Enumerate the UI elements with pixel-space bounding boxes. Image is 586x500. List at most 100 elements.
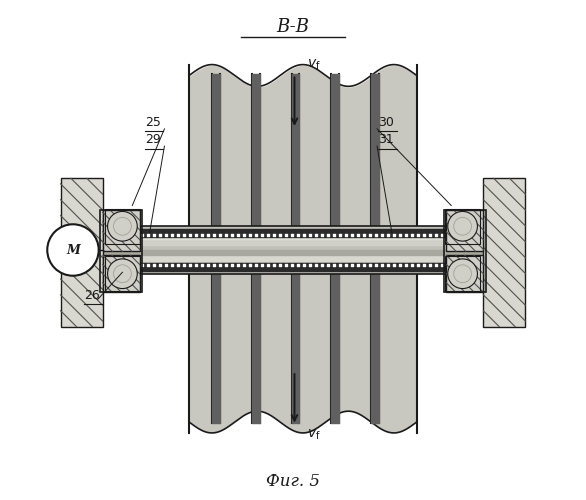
Point <box>239 262 248 270</box>
Point <box>329 230 339 238</box>
Point <box>120 262 129 270</box>
Point <box>192 262 201 270</box>
Point <box>275 230 285 238</box>
Point <box>485 230 495 238</box>
Point <box>179 262 189 270</box>
Point <box>491 262 500 270</box>
Point <box>359 230 369 238</box>
Bar <box>445 256 480 291</box>
Circle shape <box>448 212 478 241</box>
Bar <box>103 210 139 251</box>
Point <box>455 262 464 270</box>
Point <box>461 262 471 270</box>
Point <box>407 230 417 238</box>
Point <box>90 262 99 270</box>
Point <box>503 262 512 270</box>
Point <box>257 262 267 270</box>
Point <box>203 230 213 238</box>
Bar <box>447 210 483 251</box>
Point <box>246 230 255 238</box>
Point <box>96 262 105 270</box>
Point <box>162 230 171 238</box>
Point <box>359 262 369 270</box>
Point <box>185 230 195 238</box>
Point <box>179 230 189 238</box>
Point <box>131 230 141 238</box>
Point <box>383 262 393 270</box>
Point <box>443 230 452 238</box>
Point <box>293 262 302 270</box>
Point <box>383 230 393 238</box>
Text: $v_\mathrm{f}$: $v_\mathrm{f}$ <box>307 58 321 72</box>
Bar <box>86 226 510 274</box>
Point <box>365 262 374 270</box>
Bar <box>189 64 417 433</box>
Point <box>90 230 99 238</box>
Point <box>491 230 500 238</box>
Point <box>101 230 111 238</box>
Text: M: M <box>66 244 80 256</box>
Point <box>287 262 297 270</box>
Circle shape <box>108 259 137 288</box>
Point <box>305 262 315 270</box>
Point <box>401 230 410 238</box>
Point <box>365 230 374 238</box>
Point <box>455 230 464 238</box>
Point <box>395 262 404 270</box>
Point <box>449 262 458 270</box>
Point <box>485 262 495 270</box>
Point <box>473 262 482 270</box>
Point <box>299 230 309 238</box>
Point <box>192 230 201 238</box>
Text: B-B: B-B <box>277 18 309 36</box>
Point <box>281 262 291 270</box>
Point <box>246 262 255 270</box>
Point <box>293 230 302 238</box>
Point <box>233 262 243 270</box>
Point <box>251 230 261 238</box>
Point <box>138 230 147 238</box>
Point <box>431 262 441 270</box>
Point <box>467 230 476 238</box>
Point <box>389 230 398 238</box>
Point <box>371 230 380 238</box>
Circle shape <box>108 212 137 241</box>
Point <box>263 262 272 270</box>
Point <box>479 230 488 238</box>
Bar <box>103 256 139 292</box>
Point <box>443 262 452 270</box>
Point <box>168 262 177 270</box>
Point <box>407 262 417 270</box>
Point <box>323 262 333 270</box>
Bar <box>100 210 142 292</box>
Point <box>503 230 512 238</box>
Point <box>155 230 165 238</box>
Point <box>353 262 363 270</box>
Point <box>317 262 326 270</box>
Point <box>347 262 356 270</box>
Bar <box>86 232 510 236</box>
Point <box>275 262 285 270</box>
Text: 31: 31 <box>378 133 394 146</box>
Point <box>497 262 506 270</box>
Point <box>341 230 350 238</box>
Point <box>209 262 219 270</box>
Text: Фиг. 5: Фиг. 5 <box>266 473 320 490</box>
Point <box>173 230 183 238</box>
Point <box>227 262 237 270</box>
Point <box>84 262 93 270</box>
Point <box>263 230 272 238</box>
Point <box>96 230 105 238</box>
Point <box>197 262 207 270</box>
Point <box>437 230 447 238</box>
Text: 30: 30 <box>378 116 394 129</box>
Point <box>101 262 111 270</box>
Point <box>431 230 441 238</box>
Point <box>149 262 159 270</box>
Bar <box>444 210 486 292</box>
Point <box>227 230 237 238</box>
Point <box>425 262 434 270</box>
Point <box>114 230 123 238</box>
Point <box>479 262 488 270</box>
Point <box>287 230 297 238</box>
